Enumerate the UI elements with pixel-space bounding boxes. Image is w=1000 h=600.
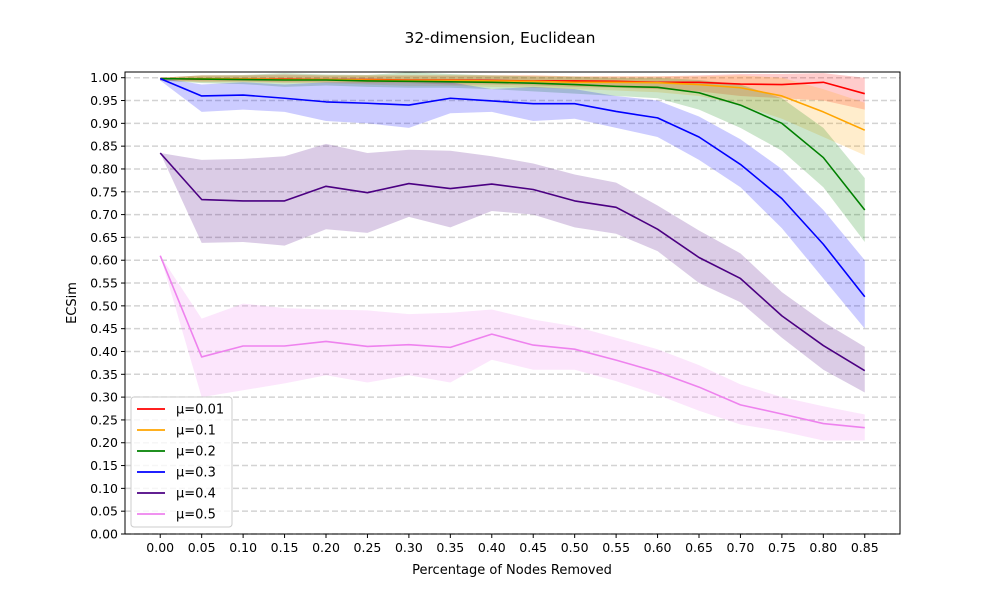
x-tick-label: 0.20: [312, 540, 340, 555]
x-tick-label: 0.10: [229, 540, 257, 555]
y-tick-label: 0.50: [90, 298, 118, 313]
x-tick-label: 0.60: [644, 540, 672, 555]
series-line: [160, 77, 866, 211]
x-tick-label: 0.65: [685, 540, 713, 555]
y-tick-label: 0.85: [90, 139, 118, 154]
y-tick-label: 0.80: [90, 161, 118, 176]
confidence-band: [160, 77, 865, 329]
plot-frame: [124, 71, 901, 535]
y-tick-label: 1.00: [90, 70, 118, 85]
legend-label: μ=0.1: [176, 424, 216, 439]
x-tick-label: 0.80: [809, 540, 837, 555]
series-line: [159, 152, 866, 372]
x-axis-ticks: 0.00 0.05 0.10 0.15 0.20 0.25 0.30 0.35 0.40 0.45…: [146, 534, 879, 555]
y-tick-label: 0.90: [90, 116, 118, 131]
y-tick-label: 0.60: [90, 253, 118, 268]
x-tick-label: 0.30: [395, 540, 423, 555]
chart-title: 32-dimension, Euclidean: [405, 29, 596, 47]
confidence-band: [160, 255, 865, 441]
x-tick-label: 0.70: [727, 540, 755, 555]
y-tick-label: 0.00: [90, 527, 118, 542]
series-line: [159, 77, 866, 298]
x-tick-label: 0.40: [478, 540, 506, 555]
x-tick-label: 0.45: [519, 540, 547, 555]
x-tick-label: 0.25: [354, 540, 382, 555]
y-tick-label: 0.65: [90, 230, 118, 245]
y-axis-label: ECSim: [65, 282, 80, 324]
legend-label: μ=0.5: [176, 508, 216, 523]
legend-label: μ=0.4: [176, 487, 216, 502]
legend-label: μ=0.2: [176, 445, 216, 460]
y-tick-label: 0.30: [90, 390, 118, 405]
x-tick-label: 0.85: [851, 540, 879, 555]
confidence-band: [160, 143, 865, 393]
x-tick-label: 0.05: [188, 540, 216, 555]
y-tick-label: 0.15: [90, 458, 118, 473]
y-tick-label: 0.95: [90, 93, 118, 108]
legend-label: μ=0.01: [176, 403, 224, 418]
x-tick-label: 0.15: [271, 540, 299, 555]
x-tick-label: 0.55: [602, 540, 630, 555]
y-tick-label: 0.05: [90, 504, 118, 519]
x-tick-label: 0.35: [436, 540, 464, 555]
y-tick-label: 0.45: [90, 321, 118, 336]
y-tick-label: 0.35: [90, 367, 118, 382]
y-tick-label: 0.70: [90, 207, 118, 222]
x-tick-label: 0.50: [561, 540, 589, 555]
y-tick-label: 0.55: [90, 276, 118, 291]
y-tick-label: 0.10: [90, 481, 118, 496]
y-tick-label: 0.25: [90, 412, 118, 427]
y-tick-label: 0.40: [90, 344, 118, 359]
y-axis-ticks: 0.00 0.05 0.10 0.15 0.20 0.25 0.30 0.35 0.40 0.45…: [90, 70, 125, 542]
x-tick-label: 0.00: [146, 540, 174, 555]
grid: [125, 76, 900, 535]
series-line: [159, 255, 865, 429]
legend-label: μ=0.3: [176, 466, 216, 481]
legend: μ=0.01 μ=0.1 μ=0.2 μ=0.3 μ=0.4 μ=0.5: [130, 396, 233, 528]
x-axis-label: Percentage of Nodes Removed: [412, 563, 612, 578]
series-lines: [159, 77, 866, 429]
x-tick-label: 0.75: [768, 540, 796, 555]
y-tick-label: 0.75: [90, 184, 118, 199]
y-tick-label: 0.20: [90, 435, 118, 450]
